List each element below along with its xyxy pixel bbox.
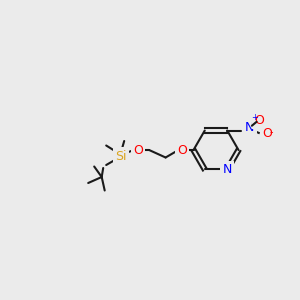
Text: -: - <box>270 127 273 137</box>
Text: O: O <box>133 143 142 157</box>
Text: O: O <box>254 113 264 127</box>
Text: N: N <box>245 121 254 134</box>
Text: O: O <box>262 127 272 140</box>
Text: +: + <box>251 113 258 122</box>
Text: Si: Si <box>116 149 127 163</box>
Text: O: O <box>177 143 187 157</box>
Text: N: N <box>223 163 232 176</box>
